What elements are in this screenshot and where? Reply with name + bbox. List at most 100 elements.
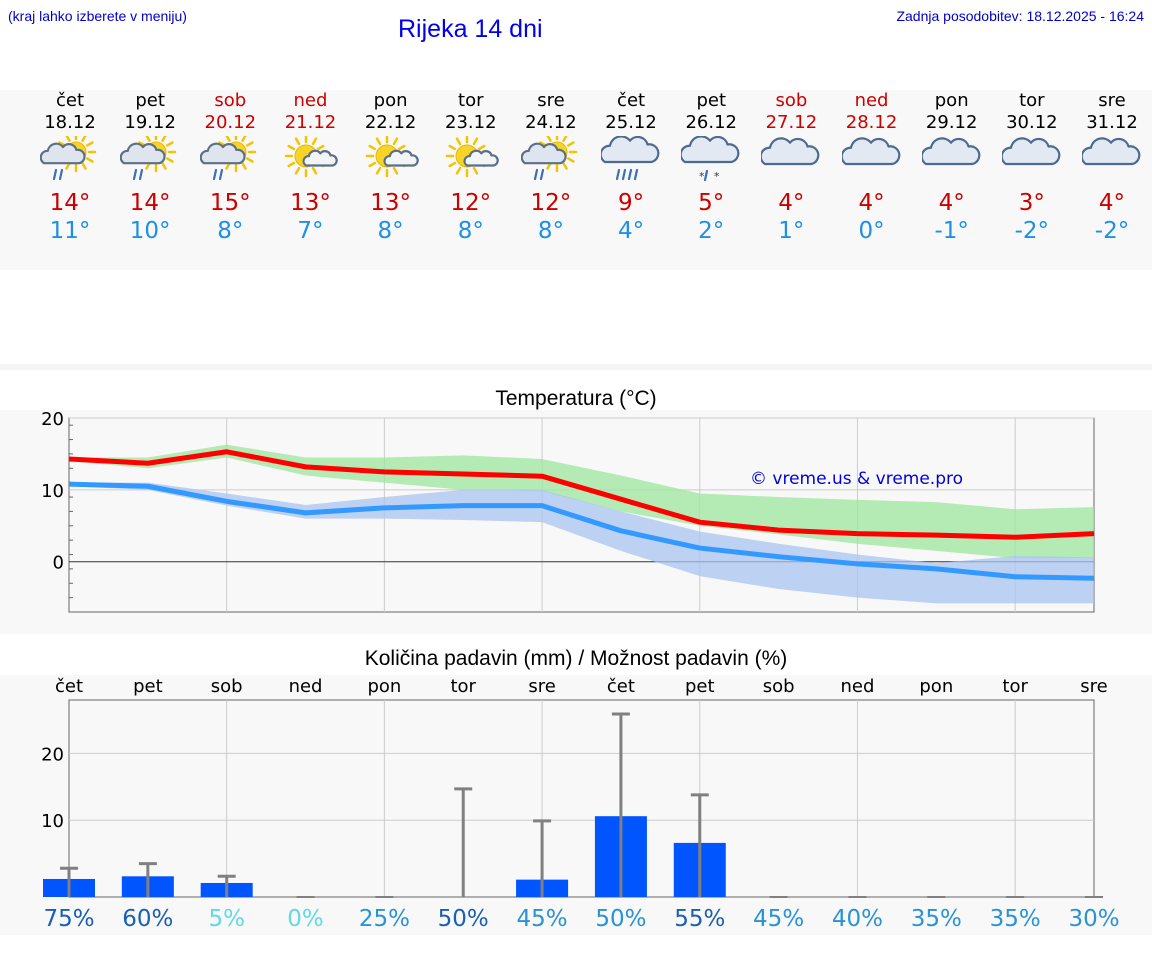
sun-cloud-rain-icon	[120, 136, 177, 181]
day-date: 22.12	[364, 112, 417, 133]
temperature-chart: 0 10 20 © vreme.us & vreme.pro	[41, 410, 1095, 613]
precip-probability: 40%	[832, 906, 883, 932]
sun-ray	[375, 166, 381, 175]
snow-flake: *	[714, 170, 720, 183]
sun-ray	[225, 136, 232, 142]
section-divider	[0, 364, 1152, 370]
day-column: tor 23.12 12° 8°	[431, 90, 511, 245]
sun-cloud-icon	[285, 136, 339, 178]
cloud-shape	[120, 142, 166, 165]
rain-drop	[615, 168, 621, 181]
precip-probability: 55%	[674, 906, 725, 932]
day-name: pon	[934, 90, 969, 111]
sun-ray	[472, 137, 479, 146]
y-tick-label: 10	[41, 481, 64, 502]
sun-ray	[312, 137, 318, 146]
x-category-label: sre	[528, 676, 555, 697]
temp-max: 4°	[1098, 190, 1126, 216]
day-date: 27.12	[765, 112, 818, 133]
sun-ray	[455, 137, 462, 146]
snow-flake: *	[699, 170, 705, 183]
rain-drop	[133, 168, 138, 181]
temp-max: 4°	[858, 190, 885, 216]
precip-probability: 50%	[438, 906, 489, 932]
temp-min: -2°	[1094, 218, 1130, 244]
watermark: © vreme.us & vreme.pro	[750, 469, 963, 489]
sun-ray	[317, 144, 326, 151]
sun-cloud-rain-icon	[520, 136, 578, 181]
cloud-shape	[40, 142, 86, 165]
day-date: 25.12	[605, 112, 657, 133]
day-column: sre 24.12 12° 8°	[511, 90, 591, 245]
day-column: sob 20.12 15° 8°	[190, 90, 270, 245]
temp-max: 15°	[209, 190, 251, 216]
sun-ray	[86, 157, 94, 163]
temp-max: 9°	[617, 190, 645, 216]
sun-ray	[161, 162, 167, 170]
precip-probability: 45%	[517, 906, 568, 932]
x-category-label: sob	[763, 676, 795, 697]
day-name: tor	[458, 90, 484, 111]
sun-ray	[472, 166, 479, 175]
temp-min: 4°	[617, 218, 645, 244]
sun-ray	[477, 144, 486, 151]
precip-probability: 30%	[1068, 906, 1119, 932]
day-name: ned	[293, 90, 328, 111]
sun-ray	[241, 162, 248, 170]
sun-ray	[562, 136, 568, 142]
rain-drop	[58, 168, 64, 181]
day-name: tor	[1019, 90, 1045, 111]
min-temp-line	[68, 481, 1095, 581]
precipitation-chart: 01020četpetsobnedpontorsrečetpetsobnedpo…	[41, 676, 1119, 932]
sun-ray	[397, 144, 406, 151]
cloud-icon	[841, 137, 900, 166]
day-column: pet 19.12 14° 10°	[110, 90, 190, 245]
precip-probability: 50%	[595, 906, 646, 932]
rain-drop	[52, 168, 58, 181]
sun-ray	[246, 157, 255, 163]
temp-max: 13°	[370, 190, 411, 216]
precipitation-chart-title: Količina padavin (mm) / Možnost padavin …	[364, 647, 788, 670]
plot-area	[68, 699, 1095, 898]
city-hint-link[interactable]: (kraj lahko izberete v meniju)	[8, 8, 187, 24]
y-tick-label: 0	[53, 553, 64, 574]
temp-min: 8°	[457, 218, 484, 244]
day-name: ned	[854, 90, 889, 111]
rain-drop	[704, 169, 709, 182]
temp-min: 10°	[129, 218, 171, 244]
day-date: 29.12	[925, 112, 978, 133]
day-column: sre 31.12 4° -2°	[1072, 90, 1152, 245]
temp-max: 5°	[698, 190, 725, 216]
y-tick-label: 10	[41, 811, 64, 832]
day-column: pon 22.12 13° 8°	[351, 90, 431, 245]
forecast-strip: čet 18.12 14° 11° pet 19.12 14° 10° sob 20.12 15° 8…	[0, 90, 1152, 270]
cloud-heavy-rain-icon	[601, 136, 660, 181]
day-date: 28.12	[845, 112, 898, 133]
x-category-label: pon	[367, 676, 401, 697]
cloud-icon	[1001, 137, 1061, 166]
temp-min: 0°	[858, 218, 885, 244]
sun-ray	[81, 162, 87, 170]
sun-ray	[448, 144, 456, 151]
rain-drop	[213, 168, 218, 181]
sun-ray	[375, 137, 381, 146]
day-date: 18.12	[44, 112, 96, 133]
rain-drop	[539, 168, 545, 181]
cloud-shape	[841, 137, 900, 166]
cloud-shape	[200, 142, 246, 165]
day-column: pon 29.12 4° -1°	[912, 90, 992, 245]
x-category-label: ned	[841, 676, 875, 697]
day-column: čet 18.12 14° 11°	[30, 90, 110, 245]
temp-min: 1°	[778, 218, 805, 244]
rain-drop	[219, 168, 224, 181]
sun-ray	[312, 166, 318, 175]
day-date: 19.12	[124, 112, 176, 133]
sun-ray	[287, 144, 296, 151]
temp-max: 14°	[49, 190, 91, 216]
sun-ray	[546, 136, 552, 142]
sun-cloud-rain-icon	[200, 136, 257, 181]
day-date: 31.12	[1086, 112, 1138, 133]
x-category-label: tor	[1002, 676, 1028, 697]
rain-drop	[633, 168, 639, 181]
cloud-shape	[1001, 137, 1061, 166]
